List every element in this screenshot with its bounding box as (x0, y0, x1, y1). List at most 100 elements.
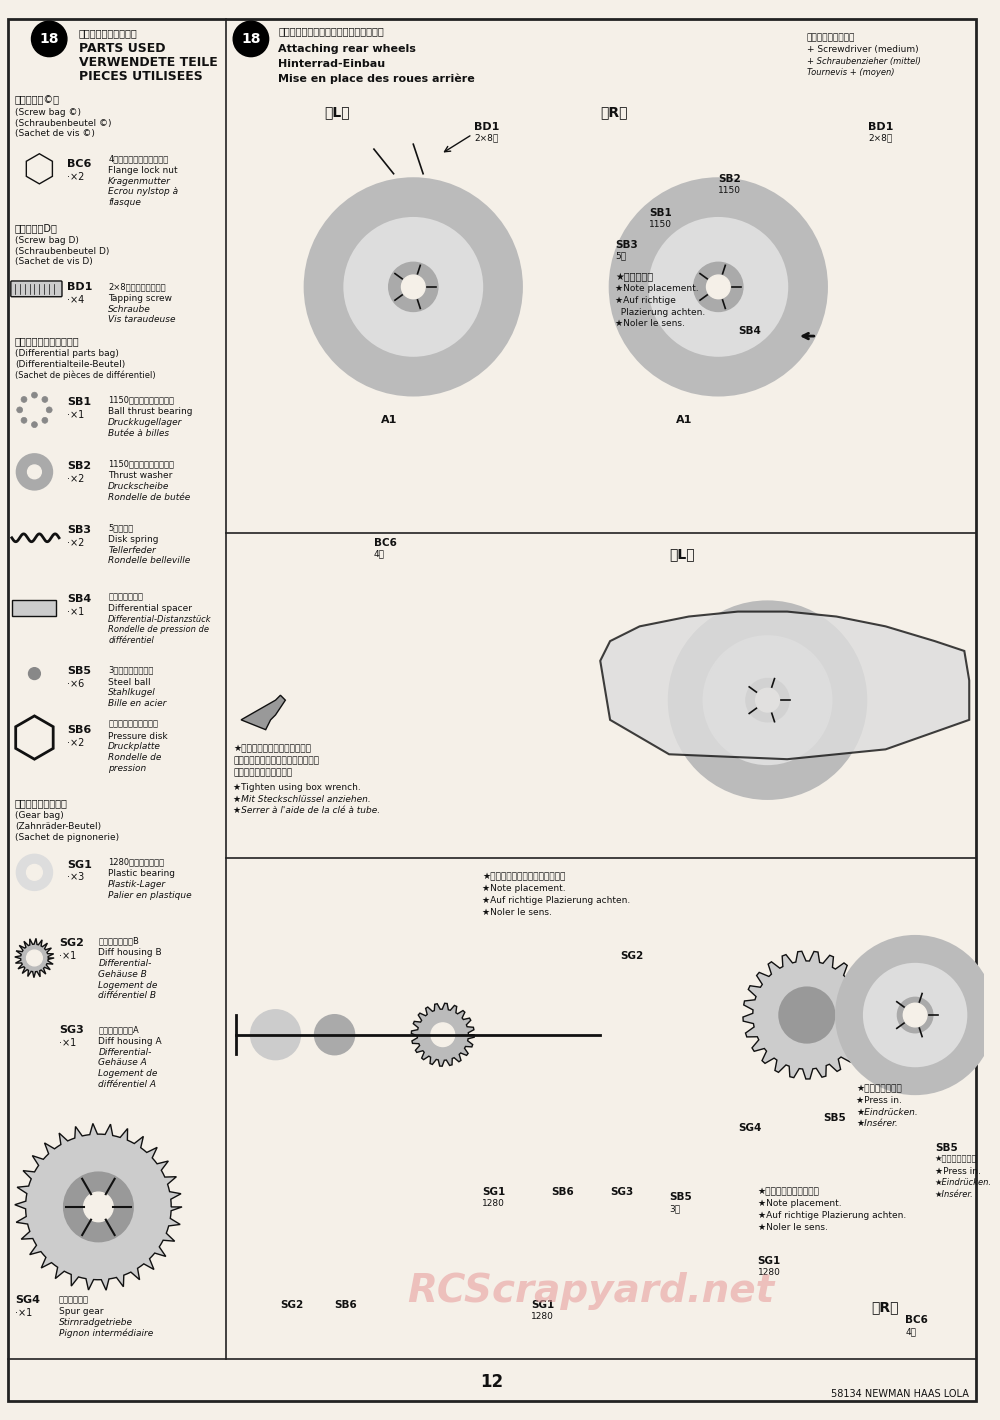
Text: 18: 18 (241, 31, 261, 45)
Text: ★Press in.: ★Press in. (856, 1096, 902, 1105)
Text: ·×1: ·×1 (67, 606, 84, 616)
Text: ★Auf richtige Plazierung achten.: ★Auf richtige Plazierung achten. (758, 1211, 906, 1220)
Circle shape (31, 422, 37, 427)
Text: Butée à billes: Butée à billes (108, 429, 169, 437)
Circle shape (746, 679, 789, 721)
Text: ★とりつける向きに注意: ★とりつける向きに注意 (758, 1187, 820, 1196)
Text: Druckplatte: Druckplatte (108, 743, 161, 751)
Text: 5㎜皿バネ: 5㎜皿バネ (108, 523, 133, 532)
Text: 2×8㎜: 2×8㎜ (474, 133, 499, 142)
Text: ·×1: ·×1 (59, 951, 76, 961)
Text: Attaching rear wheels: Attaching rear wheels (278, 44, 416, 54)
Circle shape (756, 689, 779, 711)
Text: ★向きに注意: ★向きに注意 (615, 273, 653, 283)
Text: Differential spacer: Differential spacer (108, 604, 192, 612)
Text: 1150: 1150 (718, 186, 741, 195)
Text: Druckscheibe: Druckscheibe (108, 481, 170, 491)
Text: Tapping screw: Tapping screw (108, 294, 172, 302)
Text: プレッシャーディスク: プレッシャーディスク (108, 720, 158, 728)
Text: ★Note placement.: ★Note placement. (758, 1198, 841, 1208)
Text: SB6: SB6 (335, 1301, 357, 1311)
Text: ★ミゾにあわせてとりつけます。: ★ミゾにあわせてとりつけます。 (482, 872, 566, 882)
Circle shape (84, 1193, 113, 1221)
Circle shape (897, 997, 933, 1032)
Text: Rondelle de: Rondelle de (108, 753, 162, 763)
Polygon shape (600, 612, 969, 760)
Text: ★Auf richtige: ★Auf richtige (615, 295, 676, 305)
Text: SB4: SB4 (67, 594, 91, 604)
Polygon shape (411, 1004, 474, 1066)
Text: Tellerfeder: Tellerfeder (108, 545, 156, 555)
Text: 3㎜スチールボール: 3㎜スチールボール (108, 666, 154, 674)
Circle shape (31, 392, 37, 398)
Text: PIECES UTILISEES: PIECES UTILISEES (79, 70, 202, 82)
Text: ★Serrer à l'aide de la clé à tube.: ★Serrer à l'aide de la clé à tube. (233, 807, 380, 815)
Text: ★Eindrücken.: ★Eindrücken. (856, 1108, 918, 1116)
Text: デフハウジングA: デフハウジングA (98, 1025, 139, 1034)
Circle shape (42, 396, 48, 402)
FancyBboxPatch shape (11, 281, 62, 297)
Text: ·×2: ·×2 (67, 737, 84, 747)
Text: Diff housing A: Diff housing A (98, 1037, 162, 1045)
Text: Stahlkugel: Stahlkugel (108, 689, 156, 697)
Text: SG1: SG1 (67, 859, 92, 869)
Text: différentiel A: différentiel A (98, 1081, 156, 1089)
Text: (Sachet de pièces de différentiel): (Sachet de pièces de différentiel) (15, 371, 155, 381)
Text: Kragenmutter: Kragenmutter (108, 176, 171, 186)
Text: 〈ビス袋詰D〉: 〈ビス袋詰D〉 (15, 223, 58, 233)
Circle shape (21, 417, 27, 423)
Text: ★Noler le sens.: ★Noler le sens. (758, 1223, 828, 1231)
Text: 1150: 1150 (649, 220, 672, 229)
Circle shape (401, 275, 425, 298)
Text: SG3: SG3 (59, 1025, 84, 1035)
Text: Vis taraudeuse: Vis taraudeuse (108, 315, 176, 324)
Text: Differential-Distanzstück: Differential-Distanzstück (108, 615, 212, 623)
Text: ＋ドライバー（中）: ＋ドライバー（中） (807, 33, 855, 43)
Text: 1280: 1280 (482, 1198, 505, 1208)
Text: ★押し込みます。: ★押し込みます。 (856, 1083, 902, 1093)
Text: ★押し込みます。: ★押し込みます。 (935, 1154, 977, 1164)
Circle shape (431, 1022, 455, 1047)
Text: 〈デフギヤー袋詰〉: 〈デフギヤー袋詰〉 (15, 798, 68, 808)
Circle shape (17, 454, 52, 490)
Text: Schraube: Schraube (108, 305, 151, 314)
Circle shape (836, 936, 994, 1093)
Text: 行なうとよいでしょう。: 行なうとよいでしょう。 (233, 768, 292, 777)
Circle shape (903, 1004, 927, 1027)
Circle shape (694, 263, 743, 311)
Text: 12: 12 (480, 1373, 504, 1392)
Text: 58134 NEWMAN HAAS LOLA: 58134 NEWMAN HAAS LOLA (831, 1389, 969, 1399)
Text: Ball thrust bearing: Ball thrust bearing (108, 408, 193, 416)
Bar (12, 599, 56, 615)
Text: SG1: SG1 (482, 1187, 505, 1197)
Text: ★Tighten using box wrench.: ★Tighten using box wrench. (233, 782, 361, 792)
Text: 1150スラストベアリング: 1150スラストベアリング (108, 395, 174, 405)
Text: Mise en place des roues arrière: Mise en place des roues arrière (278, 72, 475, 84)
Text: 2×8㎜タッピングビス: 2×8㎜タッピングビス (108, 283, 166, 291)
Text: ·×2: ·×2 (67, 474, 84, 484)
Polygon shape (15, 939, 54, 977)
Text: SB6: SB6 (67, 724, 91, 734)
Text: 〈ビス袋詰©〉: 〈ビス袋詰©〉 (15, 95, 60, 105)
Text: ★Note placement.: ★Note placement. (615, 284, 699, 293)
Text: ·×6: ·×6 (67, 679, 84, 689)
Circle shape (704, 636, 831, 764)
Circle shape (779, 987, 834, 1042)
Text: ★Auf richtige Plazierung achten.: ★Auf richtige Plazierung achten. (482, 896, 630, 905)
Circle shape (42, 417, 48, 423)
Text: 4㎜: 4㎜ (905, 1326, 916, 1336)
Text: 4㎜: 4㎜ (374, 550, 385, 558)
Text: Gehäuse B: Gehäuse B (98, 970, 147, 978)
Text: Plastic bearing: Plastic bearing (108, 869, 175, 879)
Text: différentiel: différentiel (108, 636, 154, 645)
Text: Hinterrad-Einbau: Hinterrad-Einbau (278, 58, 386, 68)
Text: ·×3: ·×3 (67, 872, 84, 882)
Text: Thrust washer: Thrust washer (108, 471, 173, 480)
Text: (Schraubenbeutel D): (Schraubenbeutel D) (15, 247, 109, 256)
Text: SB1: SB1 (649, 209, 672, 219)
Text: (Gear bag): (Gear bag) (15, 811, 64, 821)
Text: Logement de: Logement de (98, 981, 158, 990)
Text: (Sachet de vis D): (Sachet de vis D) (15, 257, 93, 267)
Text: RCScrapyard.net: RCScrapyard.net (407, 1271, 774, 1309)
Text: BC6: BC6 (905, 1315, 928, 1325)
